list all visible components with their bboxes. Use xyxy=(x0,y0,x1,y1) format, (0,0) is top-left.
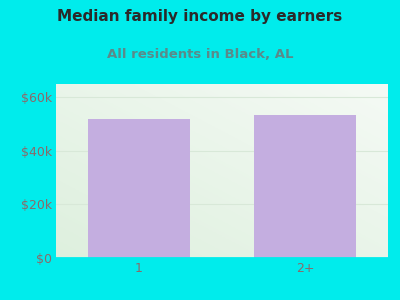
Bar xyxy=(254,115,356,258)
Text: Median family income by earners: Median family income by earners xyxy=(57,9,343,24)
Text: All residents in Black, AL: All residents in Black, AL xyxy=(107,48,293,61)
Bar xyxy=(88,119,190,258)
